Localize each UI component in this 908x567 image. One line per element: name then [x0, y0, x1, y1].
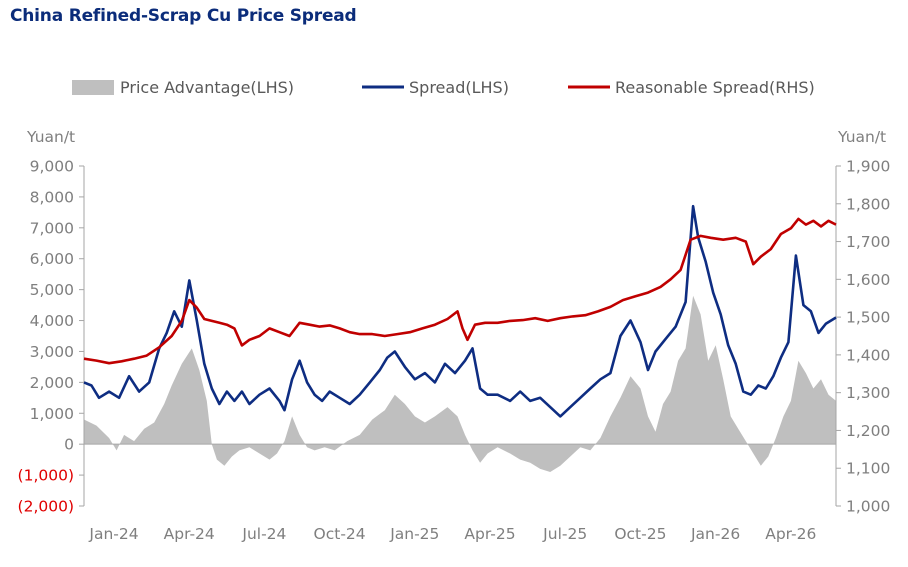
left-tick-label: 5,000 — [30, 281, 74, 299]
x-tick-label: Apr-26 — [765, 525, 816, 543]
right-tick-label: 1,200 — [846, 422, 890, 440]
x-tick-label: Apr-24 — [164, 525, 215, 543]
legend-label-price-advantage: Price Advantage(LHS) — [120, 78, 294, 97]
chart-title: China Refined-Scrap Cu Price Spread — [10, 6, 357, 26]
right-tick-label: 1,900 — [846, 158, 890, 176]
x-tick-label: Jul-25 — [542, 525, 587, 543]
x-tick-label: Jan-25 — [389, 525, 439, 543]
right-tick-label: 1,800 — [846, 195, 890, 213]
left-tick-label: 9,000 — [30, 158, 74, 176]
left-tick-label: (1,000) — [18, 467, 74, 485]
x-tick-label: Jan-26 — [690, 525, 740, 543]
right-axis-unit: Yuan/t — [837, 128, 886, 146]
left-tick-label: 7,000 — [30, 219, 74, 237]
series-line-reasonable-spread-rhs — [83, 217, 837, 365]
x-tick-label: Oct-24 — [314, 525, 366, 543]
left-tick-label: 2,000 — [30, 374, 74, 392]
left-tick-label: 3,000 — [30, 343, 74, 361]
x-tick-label: Jan-24 — [88, 525, 138, 543]
right-tick-label: 1,600 — [846, 271, 890, 289]
right-tick-label: 1,100 — [846, 460, 890, 478]
legend-label-reasonable-spread: Reasonable Spread(RHS) — [615, 78, 815, 97]
series-area-price-advantage-lhs — [84, 295, 836, 472]
right-tick-label: 1,500 — [846, 309, 890, 327]
x-tick-label: Jul-24 — [241, 525, 286, 543]
legend-swatch-price-advantage — [72, 80, 114, 95]
right-tick-label: 1,400 — [846, 346, 890, 364]
left-tick-label: 1,000 — [30, 405, 74, 423]
left-tick-label: 4,000 — [30, 312, 74, 330]
series-line-spread-lhs — [83, 204, 837, 418]
left-axis-unit: Yuan/t — [26, 128, 75, 146]
left-tick-label: 0 — [64, 436, 74, 454]
legend: Price Advantage(LHS) Spread(LHS) Reasona… — [72, 78, 815, 97]
right-tick-label: 1,000 — [846, 498, 890, 516]
left-tick-label: 8,000 — [30, 188, 74, 206]
x-tick-label: Apr-25 — [464, 525, 515, 543]
left-tick-label: 6,000 — [30, 250, 74, 268]
legend-label-spread: Spread(LHS) — [409, 78, 509, 97]
right-tick-label: 1,700 — [846, 233, 890, 251]
x-tick-label: Oct-25 — [614, 525, 666, 543]
left-tick-label: (2,000) — [18, 498, 74, 516]
right-tick-label: 1,300 — [846, 384, 890, 402]
